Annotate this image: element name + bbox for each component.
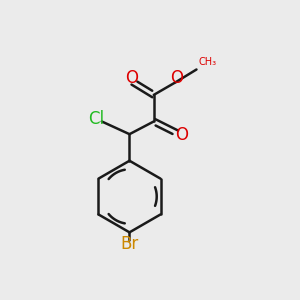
Text: O: O bbox=[125, 69, 138, 87]
Text: Br: Br bbox=[120, 235, 139, 253]
Text: Cl: Cl bbox=[88, 110, 104, 128]
Text: O: O bbox=[175, 126, 188, 144]
Text: CH₃: CH₃ bbox=[199, 57, 217, 67]
Text: O: O bbox=[170, 69, 183, 87]
